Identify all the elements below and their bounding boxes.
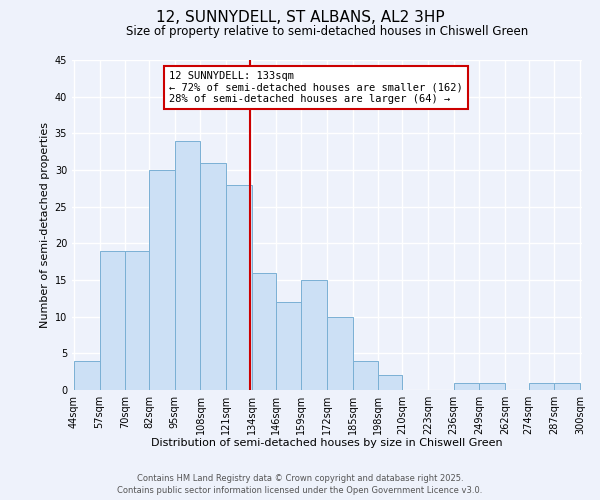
Text: Contains HM Land Registry data © Crown copyright and database right 2025.
Contai: Contains HM Land Registry data © Crown c… (118, 474, 482, 495)
Bar (479, 382, 505, 390)
Bar (327, 316, 353, 390)
Bar (529, 382, 554, 390)
Bar (554, 382, 580, 390)
Bar (454, 382, 479, 390)
X-axis label: Distribution of semi-detached houses by size in Chiswell Green: Distribution of semi-detached houses by … (151, 438, 503, 448)
Bar (301, 280, 327, 390)
Bar (149, 170, 175, 390)
Bar (275, 302, 301, 390)
Text: 12 SUNNYDELL: 133sqm
← 72% of semi-detached houses are smaller (162)
28% of semi: 12 SUNNYDELL: 133sqm ← 72% of semi-detac… (169, 71, 463, 104)
Bar (100, 250, 125, 390)
Title: Size of property relative to semi-detached houses in Chiswell Green: Size of property relative to semi-detach… (126, 25, 528, 38)
Bar (175, 140, 200, 390)
Bar (125, 250, 149, 390)
Bar (379, 376, 402, 390)
Y-axis label: Number of semi-detached properties: Number of semi-detached properties (40, 122, 50, 328)
Bar (353, 360, 379, 390)
Bar (252, 272, 275, 390)
Bar (200, 162, 226, 390)
Bar (74, 360, 100, 390)
Text: 12, SUNNYDELL, ST ALBANS, AL2 3HP: 12, SUNNYDELL, ST ALBANS, AL2 3HP (155, 10, 445, 25)
Bar (226, 184, 252, 390)
